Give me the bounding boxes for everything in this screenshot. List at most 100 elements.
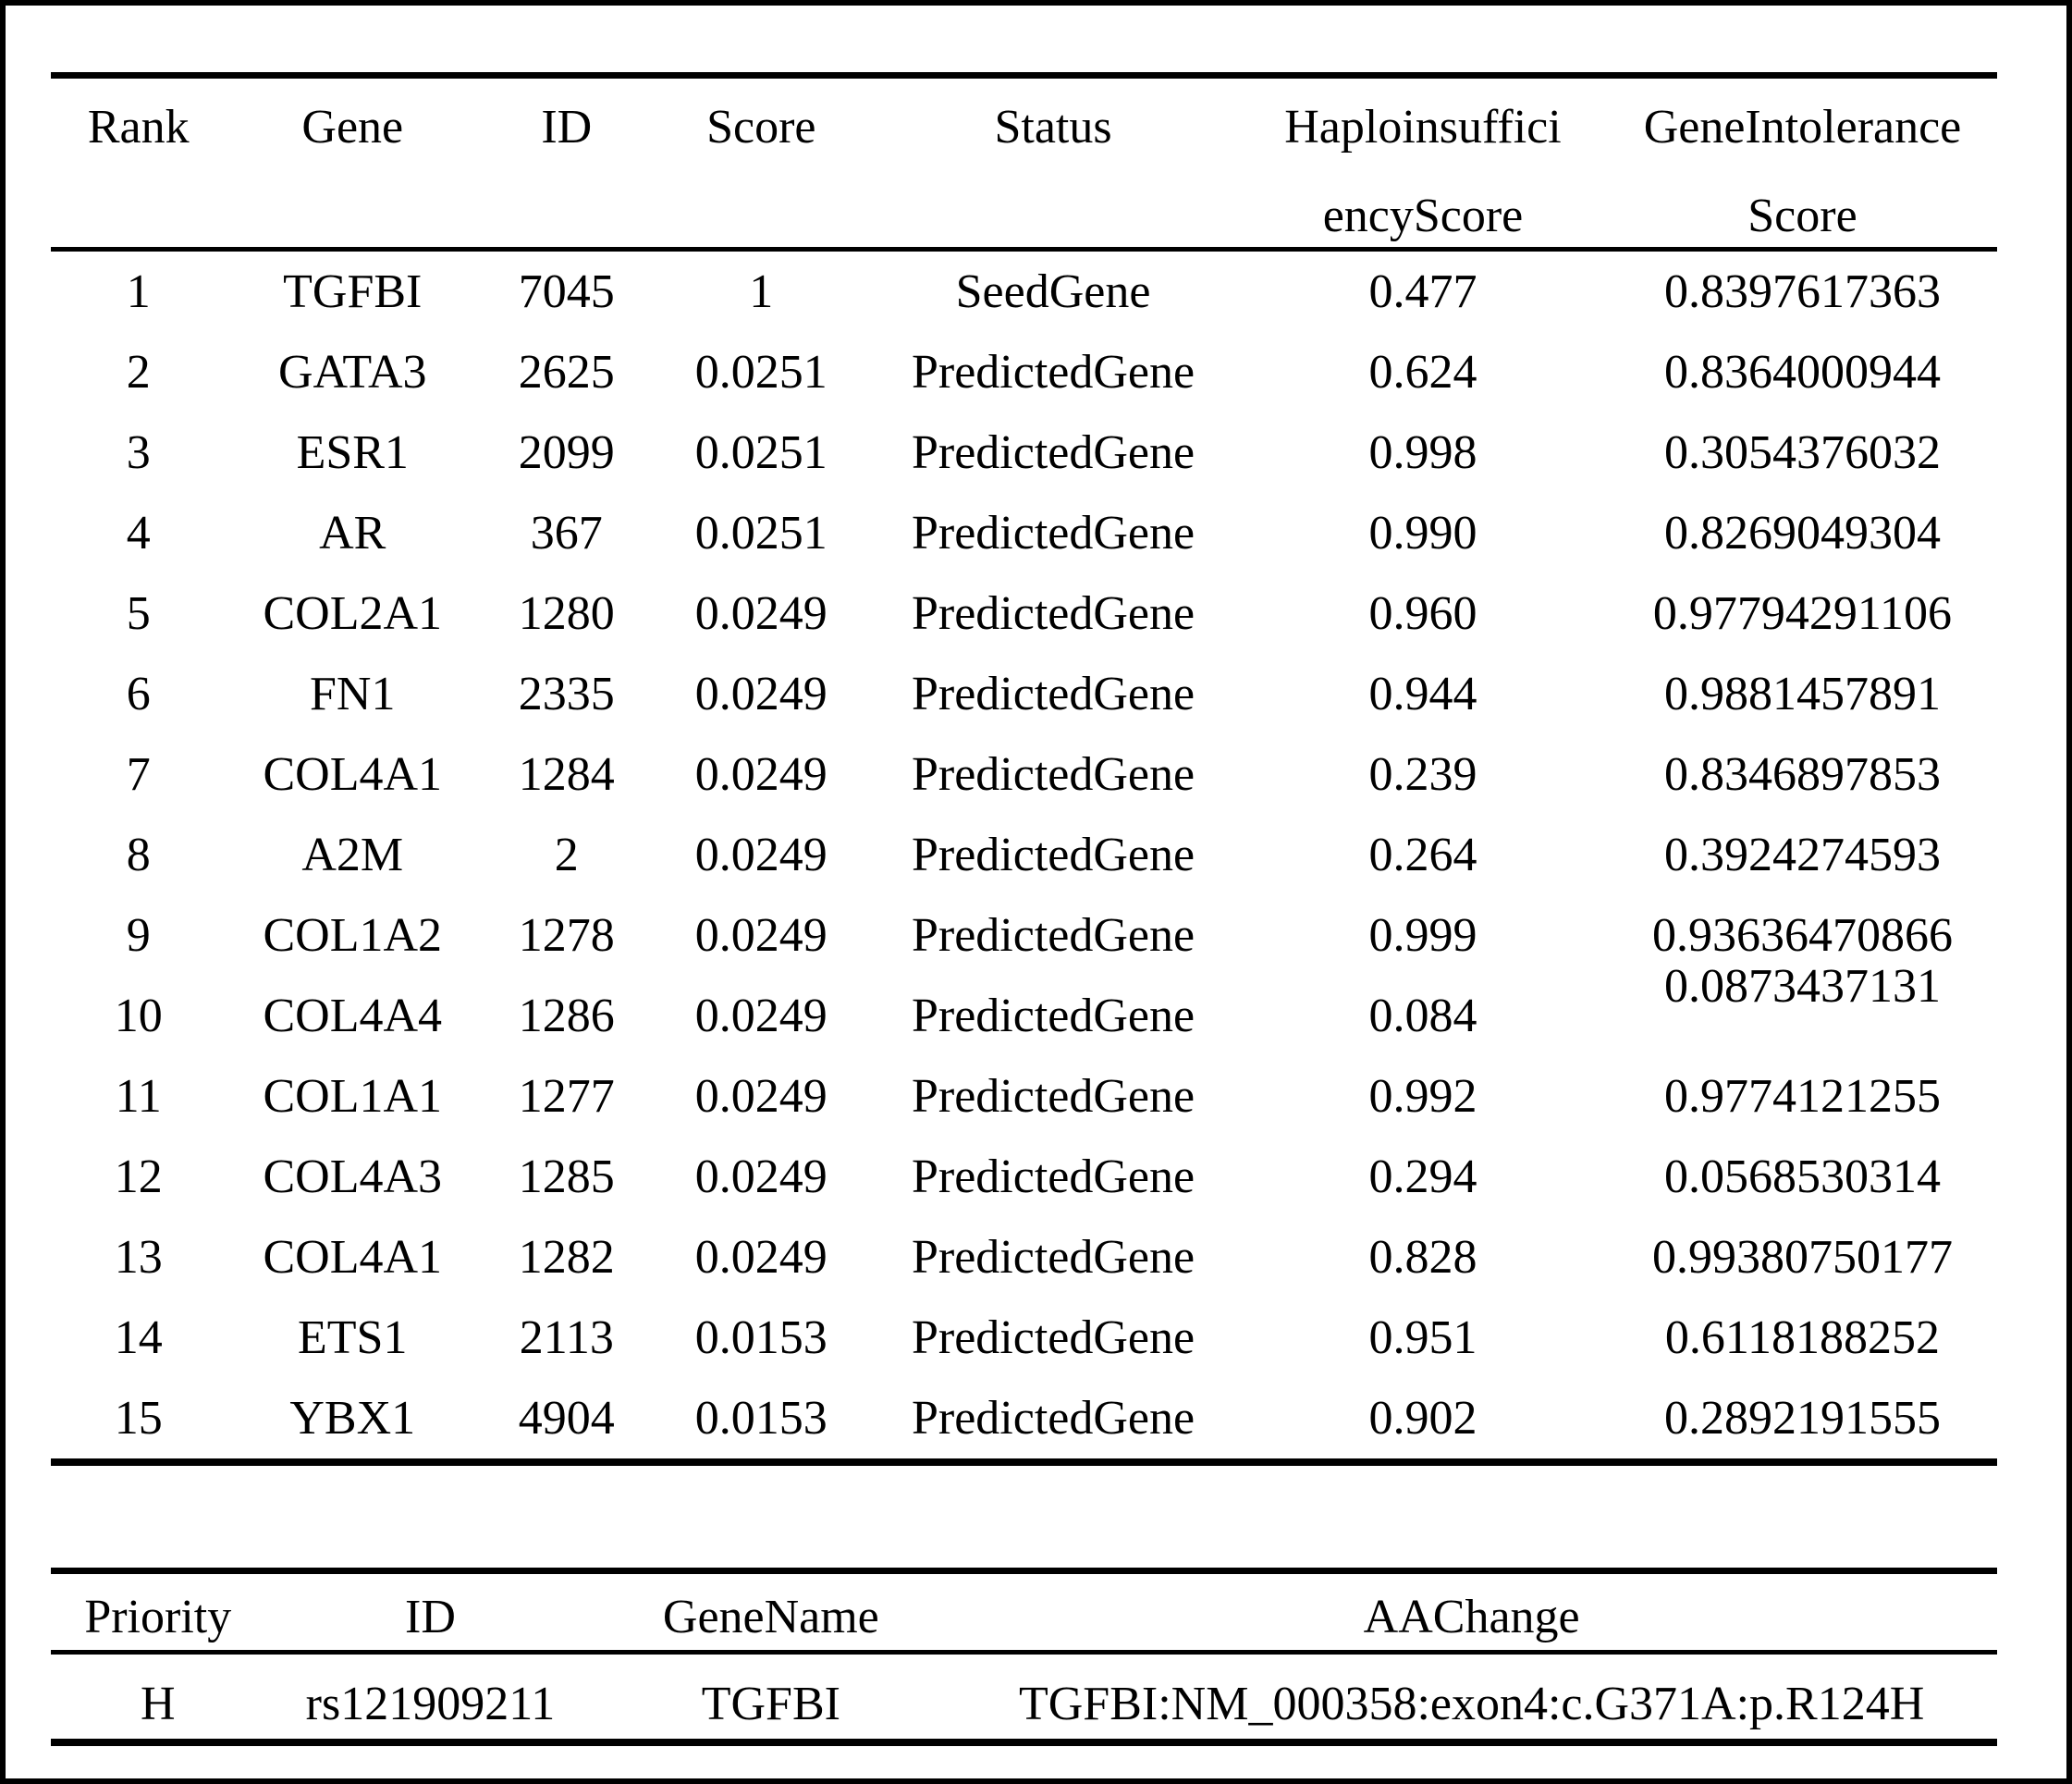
cell-text: 5 xyxy=(126,587,151,640)
cell-text: 8 xyxy=(126,829,151,881)
cell-text: 9 xyxy=(126,909,151,962)
cell-text: 0.97794291106 xyxy=(1652,587,1952,640)
cell-text: 14 xyxy=(114,1311,163,1364)
cell-text: 1284 xyxy=(518,748,615,801)
cell-haploinsufficiency-score: 0.951 xyxy=(1238,1298,1608,1378)
cell-gene: COL4A1 xyxy=(226,1217,479,1298)
cell-text: PredictedGene xyxy=(911,507,1195,560)
cell-status: PredictedGene xyxy=(868,976,1238,1056)
cell-score: 0.0153 xyxy=(655,1378,869,1462)
cell-text: 0.0249 xyxy=(694,1231,828,1284)
cell-text: 0.9881457891 xyxy=(1663,668,1941,720)
cell-id: 1277 xyxy=(479,1056,654,1137)
cell-gene-intolerance-score: 0.9774121255 xyxy=(1608,1056,1997,1137)
cell-text: PredictedGene xyxy=(911,1070,1195,1123)
cell-text: 0.8397617363 xyxy=(1663,265,1941,318)
cell-text: 13 xyxy=(114,1231,163,1284)
cell-gene-intolerance-score: 0.3054376032 xyxy=(1608,412,1997,493)
cell-gene: COL4A4 xyxy=(226,976,479,1056)
cell-gene-intolerance-score: 0.3924274593 xyxy=(1608,815,1997,895)
variant-table-header: Priority ID GeneName AAChange xyxy=(51,1570,1997,1655)
cell-text: 2335 xyxy=(518,668,615,720)
header-text: encyScore xyxy=(1322,190,1524,242)
gene-table-row: 8 A2M 2 0.0249 PredictedGene 0.264 0.392427459… xyxy=(51,815,1997,895)
cell-text: 2113 xyxy=(519,1311,614,1364)
cell-gene: AR xyxy=(226,493,479,573)
cell-text: 0.624 xyxy=(1368,346,1477,399)
cell-text: 0.294 xyxy=(1368,1150,1477,1203)
cell-text: 0.0249 xyxy=(694,668,828,720)
cell-text: ETS1 xyxy=(298,1311,408,1364)
header-text: GeneIntolerance xyxy=(1643,101,1962,154)
cell-text: 1285 xyxy=(518,1150,615,1203)
cell-text: GATA3 xyxy=(278,346,427,399)
cell-text: 1277 xyxy=(518,1070,615,1123)
cell-text: 2 xyxy=(126,346,151,399)
cell-score: 1 xyxy=(655,250,869,333)
cell-id: 2099 xyxy=(479,412,654,493)
column-header-rank: Rank xyxy=(51,75,227,252)
cell-score: 0.0249 xyxy=(655,815,869,895)
cell-text: PredictedGene xyxy=(911,909,1195,962)
cell-gene: COL1A1 xyxy=(226,1056,479,1137)
column-header-id: ID xyxy=(479,75,655,252)
cell-gene-intolerance-score: 0.6118188252 xyxy=(1608,1298,1997,1378)
cell-haploinsufficiency-score: 0.998 xyxy=(1238,412,1608,493)
cell-text: 0.0251 xyxy=(694,426,828,479)
cell-status: PredictedGene xyxy=(868,412,1238,493)
cell-status: PredictedGene xyxy=(868,573,1238,654)
cell-text: 11 xyxy=(115,1070,162,1123)
cell-haploinsufficiency-score: 0.828 xyxy=(1238,1217,1608,1298)
cell-id: 2 xyxy=(479,815,654,895)
cell-gene-intolerance-score: 0.8397617363 xyxy=(1608,250,1997,333)
cell-id: 2335 xyxy=(479,654,654,734)
cell-status: PredictedGene xyxy=(868,815,1238,895)
cell-gene: COL4A1 xyxy=(226,734,479,815)
cell-text: 1280 xyxy=(518,587,615,640)
cell-text: 0.2892191555 xyxy=(1663,1392,1941,1445)
cell-text: COL4A1 xyxy=(263,1231,443,1284)
cell-text: 0.8364000944 xyxy=(1663,346,1941,399)
cell-text: 0.0249 xyxy=(694,909,828,962)
cell-text: 2625 xyxy=(518,346,615,399)
cell-id: 1285 xyxy=(479,1137,654,1217)
cell-text: FN1 xyxy=(310,668,396,720)
cell-status: PredictedGene xyxy=(868,1137,1238,1217)
cell-status: PredictedGene xyxy=(868,493,1238,573)
cell-haploinsufficiency-score: 0.239 xyxy=(1238,734,1608,815)
cell-gene: A2M xyxy=(226,815,479,895)
gene-table-row: 11 COL1A1 1277 0.0249 PredictedGene 0.992 0.97… xyxy=(51,1056,1997,1137)
cell-rank: 1 xyxy=(51,250,226,333)
cell-text: TGFBI xyxy=(701,1678,840,1730)
cell-text: COL4A1 xyxy=(263,748,443,801)
cell-text: PredictedGene xyxy=(911,1392,1195,1445)
cell-text: 0.0153 xyxy=(694,1392,828,1445)
cell-id: 2113 xyxy=(479,1298,654,1378)
cell-text: A2M xyxy=(301,829,404,881)
cell-gene-intolerance-score: 0.8346897853 xyxy=(1608,734,1997,815)
cell-text: 0.0249 xyxy=(694,748,828,801)
cell-gene-intolerance-score: 0.0873437131 xyxy=(1608,960,1997,1056)
cell-haploinsufficiency-score: 0.944 xyxy=(1238,654,1608,734)
cell-text: 0.477 xyxy=(1368,265,1477,318)
cell-rank: 3 xyxy=(51,412,226,493)
cell-score: 0.0251 xyxy=(655,412,869,493)
cell-text: TGFBI xyxy=(283,265,423,318)
gene-table-row: 6 FN1 2335 0.0249 PredictedGene 0.944 0.988145… xyxy=(51,654,1997,734)
cell-text: 0.992 xyxy=(1368,1070,1477,1123)
cell-text: 3 xyxy=(126,426,151,479)
cell-haploinsufficiency-score: 0.992 xyxy=(1238,1056,1608,1137)
cell-gene-intolerance-score: 0.2892191555 xyxy=(1608,1378,1997,1462)
cell-text: 0.828 xyxy=(1368,1231,1477,1284)
column-header-gene: Gene xyxy=(226,75,480,252)
cell-haploinsufficiency-score: 0.902 xyxy=(1238,1378,1608,1462)
cell-gene-intolerance-score: 0.8269049304 xyxy=(1608,493,1997,573)
cell-id: 1282 xyxy=(479,1217,654,1298)
cell-haploinsufficiency-score: 0.999 xyxy=(1238,895,1608,976)
cell-gene-intolerance-score: 0.0568530314 xyxy=(1608,1137,1997,1217)
cell-text: 367 xyxy=(530,507,603,560)
cell-gene: GATA3 xyxy=(226,332,479,412)
cell-text: 0.3924274593 xyxy=(1663,829,1941,881)
